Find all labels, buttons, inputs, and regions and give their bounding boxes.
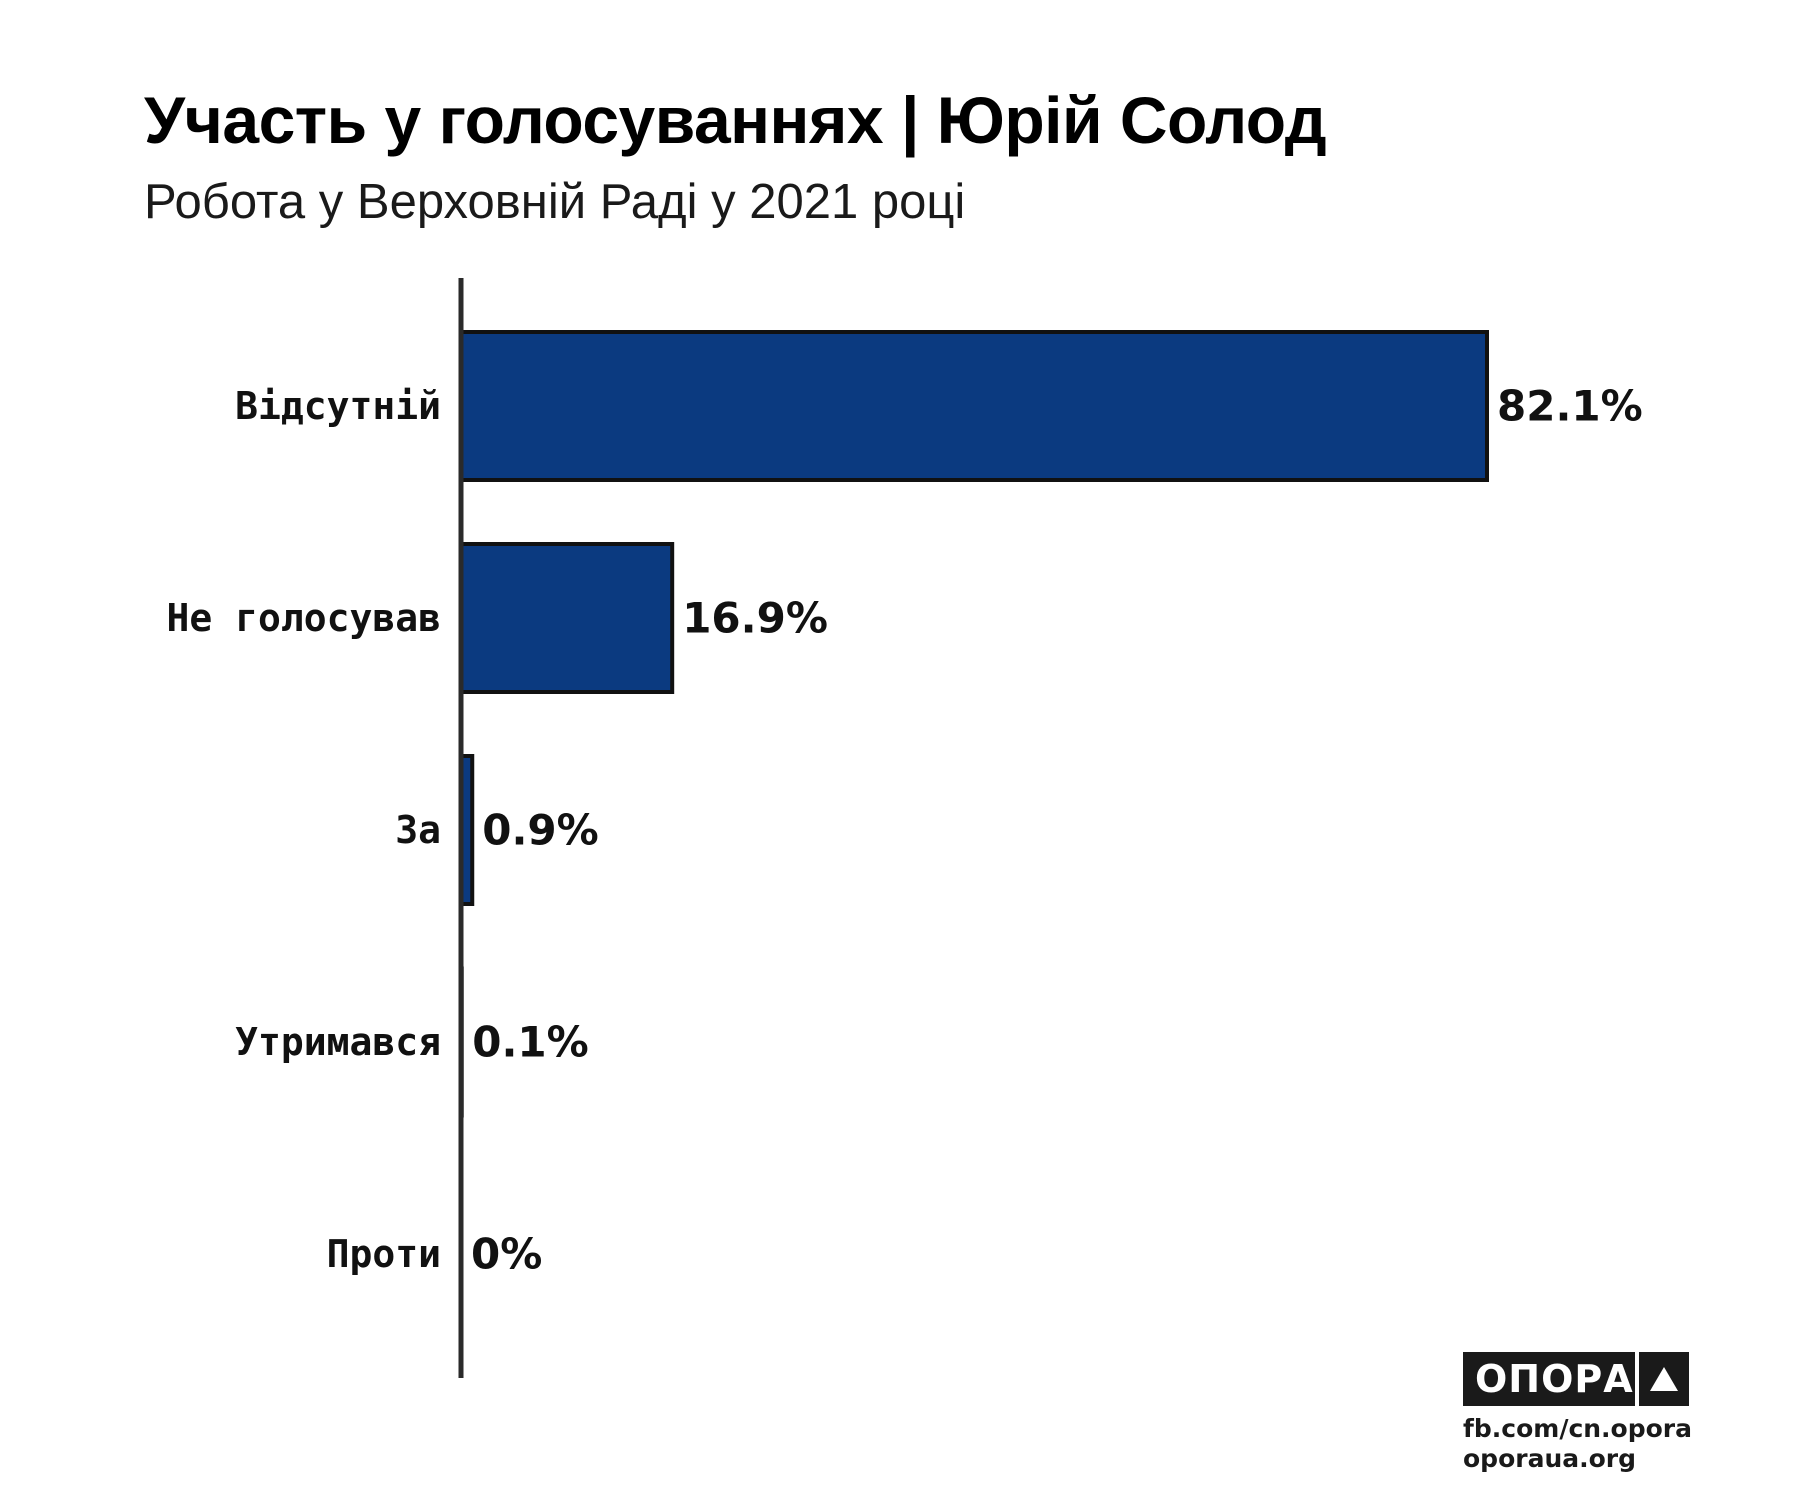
chart-subtitle: Робота у Верховній Раді у 2021 році xyxy=(144,175,966,229)
category-label-1: Не голосував xyxy=(166,596,441,640)
bars-layer xyxy=(459,330,1489,1118)
value-label-0: 82.1% xyxy=(1497,382,1643,431)
value-label-2: 0.9% xyxy=(482,806,598,855)
labels-layer: Відсутній 82.1% Не голосував 16.9% За 0.9% Утр… xyxy=(166,382,1642,1279)
bar-1 xyxy=(459,542,675,694)
chart-title: Участь у голосуваннях | Юрій Солод xyxy=(144,83,1327,157)
value-label-4: 0% xyxy=(471,1230,542,1279)
value-label-3: 0.1% xyxy=(472,1018,588,1067)
category-label-0: Відсутній xyxy=(235,384,441,428)
category-label-4: Проти xyxy=(327,1232,441,1276)
triangle-icon xyxy=(1639,1366,1689,1392)
opora-logo: ОПОРА xyxy=(1463,1352,1689,1406)
category-label-2: За xyxy=(395,808,441,852)
website-link[interactable]: oporaua.org xyxy=(1463,1444,1637,1473)
logo-text: ОПОРА xyxy=(1475,1357,1634,1401)
footer-links: fb.com/cn.opora oporaua.org xyxy=(1463,1414,1692,1474)
bar-0 xyxy=(459,330,1489,482)
facebook-link[interactable]: fb.com/cn.opora xyxy=(1463,1414,1693,1443)
category-label-3: Утримався xyxy=(235,1020,441,1064)
logo-divider xyxy=(1635,1352,1639,1406)
value-label-1: 16.9% xyxy=(682,594,828,643)
